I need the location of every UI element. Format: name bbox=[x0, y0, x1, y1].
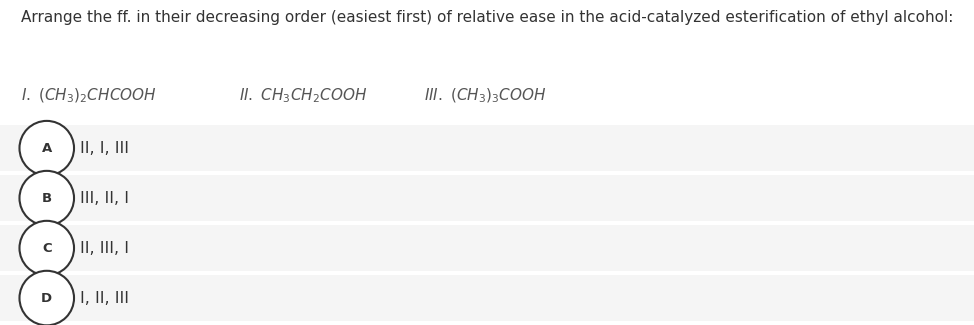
Text: D: D bbox=[41, 292, 53, 305]
Ellipse shape bbox=[19, 171, 74, 226]
FancyBboxPatch shape bbox=[0, 225, 974, 271]
Text: $\it{II.\ CH_3CH_2COOH}$: $\it{II.\ CH_3CH_2COOH}$ bbox=[239, 86, 367, 105]
Ellipse shape bbox=[19, 121, 74, 176]
Text: A: A bbox=[42, 142, 52, 155]
Text: C: C bbox=[42, 241, 52, 254]
Text: B: B bbox=[42, 192, 52, 205]
Text: II, III, I: II, III, I bbox=[80, 240, 129, 255]
FancyBboxPatch shape bbox=[0, 175, 974, 221]
Ellipse shape bbox=[19, 271, 74, 325]
Text: II, I, III: II, I, III bbox=[80, 141, 129, 156]
Text: III, II, I: III, II, I bbox=[80, 191, 129, 206]
Text: $\it{III.\ (CH_3)_3COOH}$: $\it{III.\ (CH_3)_3COOH}$ bbox=[424, 86, 546, 105]
Ellipse shape bbox=[19, 221, 74, 275]
FancyBboxPatch shape bbox=[0, 275, 974, 321]
Text: $\it{I.\ (CH_3)_2CHCOOH}$: $\it{I.\ (CH_3)_2CHCOOH}$ bbox=[21, 86, 157, 105]
FancyBboxPatch shape bbox=[0, 125, 974, 171]
Text: I, II, III: I, II, III bbox=[80, 291, 129, 306]
Text: Arrange the ff. in their decreasing order (easiest first) of relative ease in th: Arrange the ff. in their decreasing orde… bbox=[21, 10, 954, 25]
